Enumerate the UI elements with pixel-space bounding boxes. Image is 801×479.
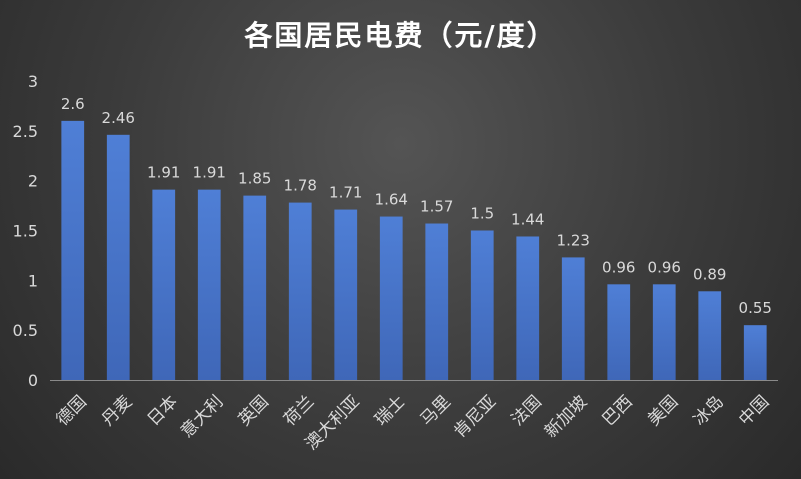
bar <box>425 223 449 380</box>
category-label: 美国 <box>644 392 682 430</box>
bar <box>652 284 676 380</box>
category-label: 中国 <box>735 392 773 430</box>
data-label: 1.64 <box>375 191 408 209</box>
bar <box>288 202 312 380</box>
y-tick-label: 1 <box>28 271 38 290</box>
data-label: 1.91 <box>193 164 226 182</box>
y-tick-label: 1.5 <box>13 222 38 241</box>
y-tick-label: 2 <box>28 172 38 191</box>
category-label: 英国 <box>235 392 273 430</box>
label-layer: 2.6 德国 2.46 丹麦 1.91 日本 1.91 意大利 1.85 英国 1.78 荷兰 1.71… <box>53 95 774 454</box>
category-label: 法国 <box>508 392 546 430</box>
bar <box>243 195 267 380</box>
data-label: 2.46 <box>102 109 135 127</box>
data-label: 2.6 <box>61 95 85 113</box>
category-label: 巴西 <box>599 392 637 430</box>
category-label: 意大利 <box>177 392 227 442</box>
category-label: 荷兰 <box>280 392 318 430</box>
data-label: 1.85 <box>238 170 271 188</box>
data-label: 1.5 <box>470 205 494 223</box>
data-label: 0.96 <box>602 258 635 276</box>
data-label: 0.96 <box>648 258 681 276</box>
y-tick-label: 0.5 <box>13 321 38 340</box>
axis-layer: 0 0.5 1 1.5 2 2.5 3 <box>13 72 778 390</box>
category-label: 日本 <box>144 392 182 430</box>
bar <box>607 284 631 380</box>
category-label: 马里 <box>417 392 455 430</box>
bar <box>334 209 358 380</box>
y-tick-label: 3 <box>28 72 38 91</box>
data-label: 0.89 <box>693 265 726 283</box>
category-label: 瑞士 <box>371 392 409 430</box>
category-label: 冰岛 <box>690 392 728 430</box>
bar <box>106 134 130 380</box>
data-label: 1.57 <box>420 198 453 216</box>
bar <box>152 189 176 380</box>
y-tick-label: 2.5 <box>13 122 38 141</box>
data-label: 0.55 <box>739 299 772 317</box>
bar-layer <box>61 120 767 380</box>
data-label: 1.23 <box>557 231 590 249</box>
bar <box>61 120 85 380</box>
category-label: 丹麦 <box>98 392 136 430</box>
data-label: 1.71 <box>329 184 362 202</box>
data-label: 1.78 <box>284 177 317 195</box>
bar <box>698 291 722 380</box>
bar <box>743 325 767 380</box>
bar <box>379 216 403 380</box>
bar <box>561 257 585 380</box>
category-label: 德国 <box>53 392 91 430</box>
bar <box>197 189 221 380</box>
data-label: 1.91 <box>147 164 180 182</box>
bar <box>516 236 540 380</box>
bar <box>470 230 494 380</box>
data-label: 1.44 <box>511 210 544 228</box>
y-tick-label: 0 <box>28 371 38 390</box>
category-label: 新加坡 <box>541 392 591 442</box>
chart-title: 各国居民电费（元/度） <box>244 19 557 52</box>
category-label: 肯尼亚 <box>450 392 500 442</box>
